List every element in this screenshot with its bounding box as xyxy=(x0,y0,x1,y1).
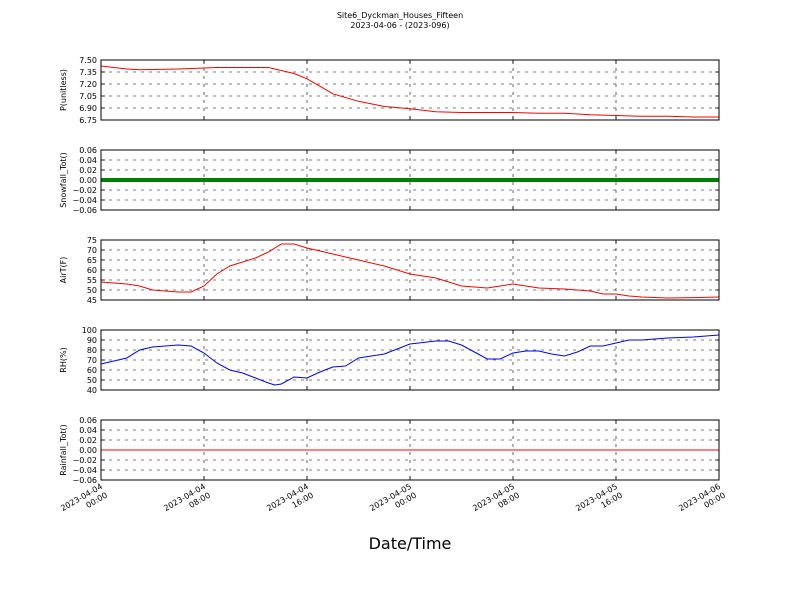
y-tick-label: 45 xyxy=(87,296,97,305)
y-tick-label: −0.02 xyxy=(72,186,97,195)
x-tick-label: 2023-04-0516:00 xyxy=(574,482,624,522)
x-tick-label: 2023-04-0400:00 xyxy=(59,482,109,522)
plot-frame xyxy=(100,59,720,121)
y-tick-label: 0.02 xyxy=(79,436,97,445)
plot-frame xyxy=(100,239,720,301)
y-tick-label: 90 xyxy=(87,336,97,345)
x-tick-label: 2023-04-0500:00 xyxy=(368,482,418,522)
panel-5: −0.06−0.04−0.020.000.020.040.06 Rainfall_… xyxy=(59,416,720,485)
y-tick-label: 0.06 xyxy=(79,146,97,155)
x-tick-label: 2023-04-0416:00 xyxy=(265,482,315,522)
panel-2: −0.06−0.04−0.020.000.020.040.06 Snowfall_… xyxy=(59,146,720,215)
y-tick-label: 0.04 xyxy=(79,156,97,165)
y-tick-label: 7.35 xyxy=(79,68,97,77)
y-tick-label: −0.04 xyxy=(72,466,97,475)
x-tick-label: 2023-04-0408:00 xyxy=(162,482,212,522)
y-tick-label: −0.04 xyxy=(72,196,97,205)
x-tick-label: 2023-04-0600:00 xyxy=(677,482,727,522)
y-tick-label: 0.00 xyxy=(79,176,97,185)
y-tick-label: 60 xyxy=(87,366,97,375)
y-tick-label: 0.00 xyxy=(79,446,97,455)
x-axis-label: Date/Time xyxy=(368,534,452,553)
y-tick-label: 7.50 xyxy=(79,56,97,65)
y-tick-label: 55 xyxy=(87,276,97,285)
plot-frame xyxy=(100,149,720,211)
series-line xyxy=(100,334,720,386)
y-axis-label: RH(%) xyxy=(59,347,68,372)
y-tick-label: −0.06 xyxy=(72,476,97,485)
y-tick-label: 50 xyxy=(87,286,97,295)
y-tick-label: 7.20 xyxy=(79,80,97,89)
panel-1: 6.75 6.90 7.05 7.20 7.35 7.50 P(unitless) xyxy=(59,56,720,125)
plot-frame xyxy=(100,329,720,391)
y-tick-label: −0.06 xyxy=(72,206,97,215)
y-tick-label: 70 xyxy=(87,356,97,365)
y-tick-label: 6.75 xyxy=(79,116,97,125)
y-tick-label: 60 xyxy=(87,266,97,275)
series-line xyxy=(100,65,719,118)
y-tick-label: 65 xyxy=(87,256,97,265)
series-line xyxy=(100,243,720,299)
y-tick-label: 75 xyxy=(87,236,97,245)
y-tick-label: 40 xyxy=(87,386,97,395)
chart-title: Site6_Dyckman_Houses_Fifteen xyxy=(336,11,464,20)
y-axis-label: P(unitless) xyxy=(59,69,68,111)
y-tick-label: 0.06 xyxy=(79,416,97,425)
y-axis-label: Rainfall_Tot() xyxy=(59,424,68,476)
chart-subtitle: 2023-04-06 - (2023-096) xyxy=(350,21,450,30)
y-tick-label: 0.04 xyxy=(79,426,97,435)
y-tick-label: 70 xyxy=(87,246,97,255)
y-tick-label: 80 xyxy=(87,346,97,355)
x-tick-labels: 2023-04-0400:00 2023-04-0408:00 2023-04-04… xyxy=(59,482,727,522)
y-tick-label: −0.02 xyxy=(72,456,97,465)
y-tick-label: 100 xyxy=(82,326,97,335)
y-axis-label: Snowfall_Tot() xyxy=(59,152,68,208)
y-tick-label: 7.05 xyxy=(79,92,97,101)
y-axis-label: AirT(F) xyxy=(59,257,68,284)
y-tick-label: 0.02 xyxy=(79,166,97,175)
plot-frame xyxy=(100,419,720,481)
x-tick-label: 2023-04-0508:00 xyxy=(471,482,521,522)
y-tick-label: 50 xyxy=(87,376,97,385)
y-tick-label: 6.90 xyxy=(79,104,97,113)
